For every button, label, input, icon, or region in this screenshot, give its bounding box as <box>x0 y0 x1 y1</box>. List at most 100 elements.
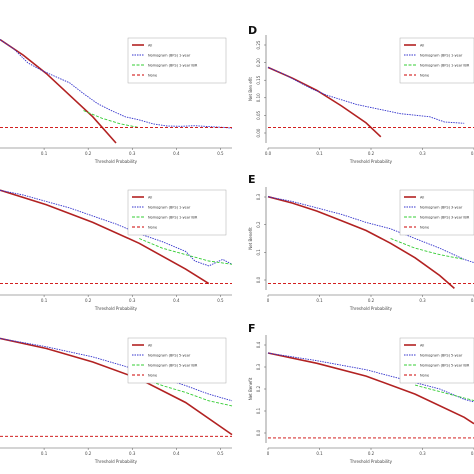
x-tick-label: 0.1 <box>316 151 323 156</box>
legend-entry: Nomogram (BFS) 1-year <box>420 53 463 57</box>
x-tick-label: 0.3 <box>129 298 136 303</box>
legend-entry: None <box>148 73 157 77</box>
series-line-all <box>267 66 382 138</box>
y-tick-label: 0.1 <box>256 407 261 414</box>
legend-entry: None <box>420 73 429 77</box>
panel-middle-right: 0 0.1 0.2 0.3 0.4 0.0 0.1 0.2 0.3 Threshold Proba… <box>248 173 474 311</box>
y-axis-label: Net Benefit <box>248 227 253 250</box>
x-tick-label: 0.1 <box>41 298 48 303</box>
x-tick-label: 0.4 <box>173 451 180 456</box>
y-axis-label: Net Ben efit <box>248 77 253 101</box>
series-line-model2 <box>414 384 474 402</box>
legend-entry: All <box>420 343 424 347</box>
panel-bottom-right: 0 0.1 0.2 0.3 0.4 0.0 0.1 0.2 0.3 0.4 Threshold Pr… <box>248 322 474 464</box>
y-tick-label: 0.3 <box>256 193 261 200</box>
y-axis-label: Net Benefit <box>248 377 253 400</box>
series-line-model <box>267 66 465 124</box>
x-axis-label: Threshold Probability <box>94 159 138 164</box>
series-line-all <box>267 352 474 425</box>
series-line-all <box>0 38 117 144</box>
legend-entry: Nomogram (BFS) 1-year IBR <box>420 63 470 67</box>
y-tick-label: 0.15 <box>256 75 261 84</box>
x-tick-label: 0.2 <box>368 298 375 303</box>
y-tick-label: 0.3 <box>256 363 261 370</box>
x-tick-label: 0.3 <box>129 451 136 456</box>
x-tick-label: 0.5 <box>217 298 224 303</box>
panel-bottom-left: 0.1 0.2 0.3 0.4 0.5 Threshold Probability All N… <box>0 337 233 464</box>
x-tick-label: 0.4 <box>471 151 474 156</box>
x-tick-label: 0.2 <box>368 451 375 456</box>
legend-box <box>127 337 227 384</box>
y-tick-label: 0.10 <box>256 93 261 102</box>
x-axis-label: Threshold Probability <box>94 459 138 464</box>
panel-top-right: 0.0 0.1 0.2 0.3 0.4 0.00 0.05 0.10 0.15 0.20 0.25 T… <box>248 24 474 164</box>
x-tick-label: 0.2 <box>85 451 92 456</box>
legend-entry: Nomogram (BFS) 5-year <box>420 353 463 357</box>
x-tick-label: 0.4 <box>471 451 474 456</box>
y-tick-label: 0.20 <box>256 58 261 67</box>
legend-entry: All <box>420 195 424 199</box>
y-tick-label: 0.2 <box>256 385 261 392</box>
series-line-all <box>0 337 233 436</box>
legend-entry: None <box>148 373 157 377</box>
x-tick-label: 0.3 <box>419 151 426 156</box>
x-axis-label: Threshold Probability <box>349 306 393 311</box>
x-tick-label: 0 <box>267 451 270 456</box>
x-tick-label: 0.0 <box>265 151 272 156</box>
legend-entry: All <box>148 195 152 199</box>
y-tick-label: 0.4 <box>256 341 261 348</box>
y-tick-label: 0.0 <box>256 429 261 436</box>
x-tick-label: 0.2 <box>85 151 92 156</box>
x-tick-label: 0 <box>267 298 270 303</box>
legend-entry: Nomogram (BFS) 3-year IBR <box>420 215 470 219</box>
legend-entry: All <box>148 343 152 347</box>
panel-label: F <box>248 322 256 335</box>
x-tick-label: 0.3 <box>419 298 426 303</box>
legend-entry: Nomogram (BFS) 1-year <box>148 205 191 209</box>
y-tick-label: 0.2 <box>256 221 261 228</box>
x-tick-label: 0.1 <box>316 298 323 303</box>
y-tick-label: 0.00 <box>256 128 261 137</box>
y-tick-label: 0.25 <box>256 40 261 49</box>
legend-entry: None <box>420 225 429 229</box>
legend-entry: Nomogram (BFS) 5-year IBR <box>420 363 470 367</box>
y-tick-label: 0.1 <box>256 249 261 256</box>
legend-entry: Nomogram (BFS) 5-year IBR <box>148 363 198 367</box>
x-tick-label: 0.3 <box>129 151 136 156</box>
panel-label: E <box>248 173 256 186</box>
x-tick-label: 0.4 <box>173 298 180 303</box>
x-tick-label: 0.1 <box>316 451 323 456</box>
legend-entry: None <box>420 373 429 377</box>
series-line-model <box>267 196 474 264</box>
x-tick-label: 0.4 <box>471 298 474 303</box>
series-line-all <box>0 189 210 285</box>
x-tick-label: 0.2 <box>368 151 375 156</box>
legend-entry: Nomogram (BFS) 3-year <box>420 205 463 209</box>
series-line-model2 <box>390 238 465 260</box>
x-tick-label: 0.3 <box>419 451 426 456</box>
panel-middle-left: 0.1 0.2 0.3 0.4 0.5 Threshold Probability All N… <box>0 189 233 311</box>
legend-entry: All <box>420 43 424 47</box>
series-line-model2 <box>83 110 140 129</box>
x-tick-label: 0.1 <box>41 451 48 456</box>
legend-box <box>127 189 227 236</box>
x-axis-label: Threshold Probability <box>349 459 393 464</box>
x-tick-label: 0.5 <box>217 151 224 156</box>
y-tick-label: 0.0 <box>256 276 261 283</box>
legend-entry: Nomogram (BFS) 1-year IBR <box>148 215 198 219</box>
x-tick-label: 0.4 <box>173 151 180 156</box>
legend-entry: Nomogram (BFS) 5-year <box>148 353 191 357</box>
x-axis-label: Threshold Probability <box>349 159 393 164</box>
x-axis-label: Threshold Probability <box>94 306 138 311</box>
legend-entry: Nomogram (BFS) 1-year IBR <box>148 63 198 67</box>
legend-box <box>399 189 474 236</box>
x-tick-label: 0.5 <box>217 451 224 456</box>
series-line-model <box>0 39 233 129</box>
legend-box <box>127 37 227 84</box>
legend-entry: All <box>148 43 152 47</box>
series-line-all <box>267 195 455 290</box>
x-tick-label: 0.2 <box>85 298 92 303</box>
series-line-model2 <box>139 238 233 265</box>
legend-entry: Nomogram (BFS) 1-year <box>148 53 191 57</box>
